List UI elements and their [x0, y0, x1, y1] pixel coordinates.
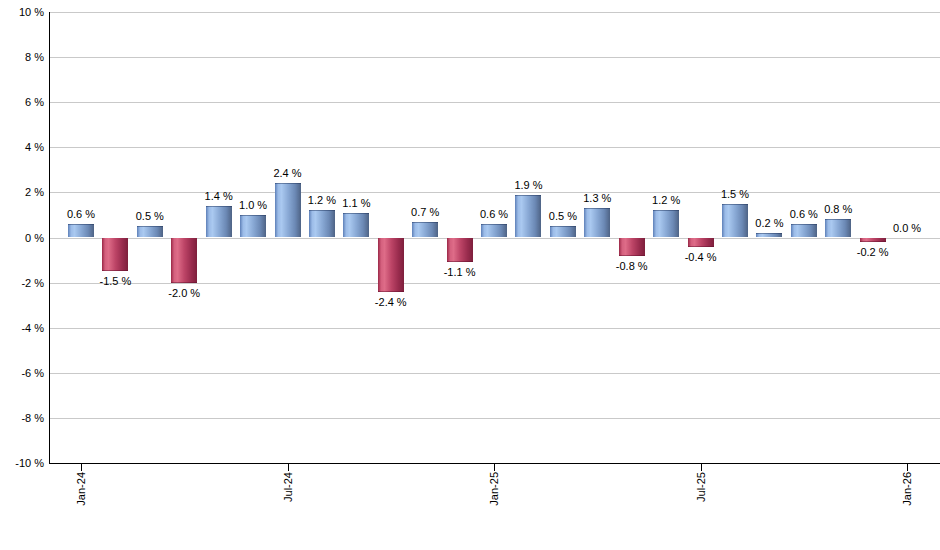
y-axis-tick-label: 4 %	[0, 140, 49, 154]
gridline	[49, 57, 940, 58]
y-axis-tick-label: -6 %	[0, 366, 49, 380]
monthly-returns-bar-chart: 10 % 8 % 6 % 4 % 2 % 0 % -2 % -4 % -6 % -8 % -10 %…	[0, 0, 940, 550]
bar[interactable]	[68, 224, 94, 238]
bar[interactable]	[137, 226, 163, 237]
x-axis-tick-label: Jan-25	[487, 472, 501, 506]
bar-value-label: -0.2 %	[843, 245, 903, 259]
bar-value-label: 0.5 %	[120, 209, 180, 223]
bar[interactable]	[756, 233, 782, 238]
y-axis-tick-label: 0 %	[0, 231, 49, 245]
x-axis-tick	[288, 464, 289, 471]
bar[interactable]	[584, 208, 610, 237]
y-axis-tick-label: 10 %	[0, 5, 49, 19]
x-axis-tick-label: Jul-25	[694, 472, 708, 502]
bar[interactable]	[378, 238, 404, 292]
bar[interactable]	[102, 238, 128, 272]
bar-value-label: 1.9 %	[498, 178, 558, 192]
bar-value-label: 1.5 %	[705, 187, 765, 201]
x-axis-tick	[81, 464, 82, 471]
bar-value-label: -1.1 %	[430, 265, 490, 279]
bar-value-label: 0.0 %	[877, 221, 937, 235]
bar-value-label: 1.3 %	[567, 191, 627, 205]
bar[interactable]	[860, 238, 886, 243]
bar[interactable]	[309, 210, 335, 237]
gridline	[49, 12, 940, 13]
bar[interactable]	[688, 238, 714, 247]
x-axis-tick-label: Jan-26	[900, 472, 914, 506]
bar[interactable]	[240, 215, 266, 238]
y-axis-tick-label: -8 %	[0, 411, 49, 425]
x-axis-tick-label: Jan-24	[74, 472, 88, 506]
gridline	[49, 328, 940, 329]
gridline	[49, 418, 940, 419]
bar[interactable]	[447, 238, 473, 263]
y-axis-tick-label: 2 %	[0, 185, 49, 199]
gridline	[49, 147, 940, 148]
x-axis-tick	[907, 464, 908, 471]
bar[interactable]	[275, 183, 301, 237]
gridline	[49, 373, 940, 374]
x-axis-tick	[701, 464, 702, 471]
x-axis-tick	[494, 464, 495, 471]
x-axis-tick-label: Jul-24	[281, 472, 295, 502]
bar-value-label: -2.0 %	[154, 286, 214, 300]
bar-value-label: 0.6 %	[51, 207, 111, 221]
bar-value-label: 1.2 %	[636, 193, 696, 207]
y-axis-tick-label: -10 %	[0, 456, 49, 470]
bar[interactable]	[619, 238, 645, 256]
y-axis-tick-label: 6 %	[0, 95, 49, 109]
y-axis-tick-label: -4 %	[0, 321, 49, 335]
bar-value-label: -0.4 %	[671, 250, 731, 264]
bar[interactable]	[550, 226, 576, 237]
y-axis-line	[49, 12, 50, 463]
bar[interactable]	[171, 238, 197, 283]
bar-value-label: 2.4 %	[258, 166, 318, 180]
gridline	[49, 192, 940, 193]
bar-value-label: 0.8 %	[808, 202, 868, 216]
bar[interactable]	[343, 213, 369, 238]
bar-value-label: -0.8 %	[602, 259, 662, 273]
bar-value-label: 0.7 %	[395, 205, 455, 219]
gridline	[49, 102, 940, 103]
bar[interactable]	[481, 224, 507, 238]
bar-value-label: -2.4 %	[361, 295, 421, 309]
bar[interactable]	[825, 219, 851, 237]
y-axis-tick-label: 8 %	[0, 50, 49, 64]
bar-value-label: -1.5 %	[85, 274, 145, 288]
gridline	[49, 283, 940, 284]
bar[interactable]	[791, 224, 817, 238]
y-axis-tick-label: -2 %	[0, 276, 49, 290]
bar-value-label: 1.1 %	[326, 196, 386, 210]
bar[interactable]	[412, 222, 438, 238]
bar[interactable]	[653, 210, 679, 237]
